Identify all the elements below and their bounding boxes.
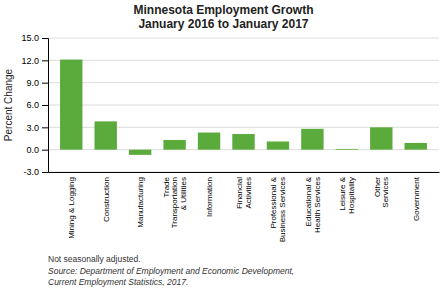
y-tick-label: 9.0 [26,78,39,88]
y-tick-mark [42,105,48,106]
bar [198,133,220,150]
bar [301,129,323,150]
chart-container: Minnesota Employment GrowthJanuary 2016 … [0,0,447,292]
annotation-line: Source: Department of Employment and Eco… [48,266,294,276]
annotation: Not seasonally adjusted. [48,254,141,264]
grid [48,38,439,172]
x-tick-label-line: Government [412,176,421,221]
chart-svg: Minnesota Employment GrowthJanuary 2016 … [0,0,447,292]
y-tick: 12.0 [21,56,48,66]
grid-line [48,105,439,106]
x-tick: Professional &Business Services [269,176,287,242]
x-axis-line [49,172,440,173]
x-tick-label: Professional &Business Services [269,176,287,242]
bar [370,127,392,149]
title-line: Minnesota Employment Growth [133,3,313,17]
x-tick-label: Leisure &Hospitality [338,176,356,214]
x-tick-label-line: Transportation [170,177,179,228]
bar [405,143,427,150]
y-tick-mark [42,150,48,151]
y-tick: 3.0 [26,123,48,133]
x-tick-label: Government [412,176,421,221]
x-tick-label-line: Manufacturing [136,177,145,228]
x-tick-label-line: Educational & [304,176,313,226]
x-tick-label: TradeTransportation& Utilities [162,176,189,228]
x-tick: Leisure &Hospitality [338,176,356,214]
bar [129,150,151,155]
x-tick-label-line: Mining & Logging [67,177,76,239]
bar [95,121,117,149]
x-tick-label-line: & Utilities [179,177,188,210]
x-tick: Educational &Health Services [304,176,322,233]
bar [163,140,185,150]
x-tick: TradeTransportation& Utilities [162,176,189,228]
bar [60,60,82,150]
title-line: January 2016 to January 2017 [138,17,308,31]
annotation-line: Current Employment Statistics, 2017. [48,277,188,287]
y-axis-title: Percent Change [3,68,14,141]
bar [336,148,358,150]
annotation: Source: Department of Employment and Eco… [48,266,294,287]
y-tick-mark [42,127,48,128]
x-tick-label-line: Construction [102,177,111,222]
y-tick: -3.0 [23,167,48,177]
x-tick: OtherServices [373,177,391,208]
y-tick: 0.0 [26,145,48,155]
y-tick-label: 3.0 [26,123,39,133]
y-tick-label: 6.0 [26,100,39,110]
x-tick: Mining & Logging [67,177,76,239]
annotation-line: Not seasonally adjusted. [48,254,141,264]
x-tick-label: Construction [102,177,111,222]
x-tick-label-line: Information [205,177,214,217]
x-tick-label-line: Leisure & [338,176,347,210]
y-tick-mark [42,172,48,173]
y-tick-label: 15.0 [21,33,39,43]
x-tick-label-line: Services [381,177,390,208]
x-tick: Manufacturing [136,177,145,228]
x-axis: Mining & Logging Construction Manufacturin… [49,173,440,243]
x-tick-label-line: Health Services [313,177,322,233]
x-tick-label: Manufacturing [136,177,145,228]
x-tick-label: Information [205,177,214,217]
grid-line [48,82,439,83]
x-tick-label: OtherServices [373,177,391,208]
bar [267,141,289,149]
x-tick-label-line: Professional & [269,176,278,228]
x-tick-label-line: Financial [235,177,244,209]
bars [60,60,427,155]
x-tick: Construction [102,177,111,222]
x-tick-label: Educational &Health Services [304,176,322,233]
title: Minnesota Employment GrowthJanuary 2016 … [133,3,313,31]
y-tick-mark [42,83,48,84]
y-tick-label: 0.0 [26,145,39,155]
x-tick-label-line: Other [373,177,382,197]
y-tick: 15.0 [21,33,48,43]
y-tick-mark [42,38,48,39]
grid-line [48,172,439,173]
y-axis: -3.0 0.0 3.0 6.0 9.0 12.0 15.0 [21,33,48,177]
y-axis-line [42,39,49,173]
bar [232,134,254,150]
y-tick-mark [42,60,48,61]
grid-line [48,60,439,61]
y-tick: 9.0 [26,78,48,88]
x-tick-label-line: Business Services [278,177,287,242]
x-tick-label-line: Trade [162,176,171,197]
y-tick-label: -3.0 [23,167,39,177]
x-tick: Information [205,177,214,217]
grid-line [48,38,439,39]
x-tick-label: Mining & Logging [67,177,76,239]
y-tick: 6.0 [26,100,48,110]
x-tick-label-line: Activities [244,177,253,209]
x-tick: FinancialActivities [235,177,253,209]
x-tick-label: FinancialActivities [235,177,253,209]
x-tick: Government [412,176,421,221]
plot-area: -3.0 0.0 3.0 6.0 9.0 12.0 15.0 Mining & Logging… [21,33,439,242]
y-tick-label: 12.0 [21,56,39,66]
x-tick-label-line: Hospitality [347,177,356,214]
